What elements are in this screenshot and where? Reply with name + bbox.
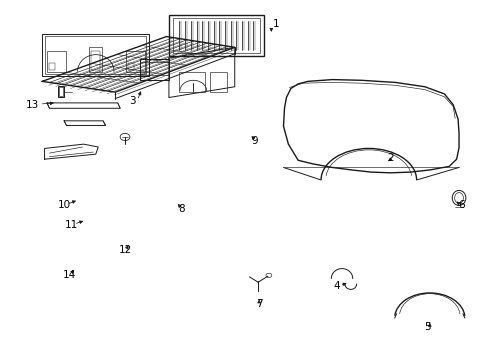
Bar <box>91 50 100 70</box>
Bar <box>128 63 134 70</box>
Text: 7: 7 <box>255 299 262 309</box>
Bar <box>47 51 65 72</box>
Bar <box>178 72 205 92</box>
Bar <box>168 15 264 56</box>
Bar <box>126 51 144 72</box>
Text: 11: 11 <box>64 220 78 230</box>
Bar <box>59 87 62 96</box>
Bar <box>89 47 102 72</box>
Text: 4: 4 <box>333 281 340 291</box>
Bar <box>210 72 227 92</box>
Bar <box>45 36 146 74</box>
Text: 1: 1 <box>272 19 279 29</box>
Text: 3: 3 <box>129 96 135 106</box>
Text: 13: 13 <box>26 100 39 110</box>
Text: 6: 6 <box>457 200 464 210</box>
Text: 8: 8 <box>178 204 184 214</box>
Text: 12: 12 <box>118 245 131 255</box>
Bar <box>58 86 63 97</box>
Text: 10: 10 <box>58 200 70 210</box>
Text: 2: 2 <box>386 153 393 163</box>
Bar <box>42 34 149 76</box>
Bar <box>49 63 55 70</box>
Bar <box>172 18 260 53</box>
Text: 14: 14 <box>62 270 76 280</box>
Text: 9: 9 <box>250 136 257 145</box>
Text: 5: 5 <box>423 322 430 332</box>
Bar <box>140 59 168 80</box>
